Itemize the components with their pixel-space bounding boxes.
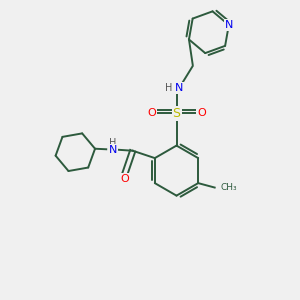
- Text: O: O: [197, 108, 206, 118]
- Text: S: S: [172, 107, 181, 120]
- Text: N: N: [225, 20, 233, 30]
- Text: CH₃: CH₃: [220, 183, 237, 192]
- Text: O: O: [120, 174, 129, 184]
- Text: H: H: [109, 138, 116, 148]
- Text: H: H: [165, 83, 172, 93]
- Text: O: O: [147, 108, 156, 118]
- Text: N: N: [175, 83, 184, 93]
- Text: N: N: [109, 145, 117, 155]
